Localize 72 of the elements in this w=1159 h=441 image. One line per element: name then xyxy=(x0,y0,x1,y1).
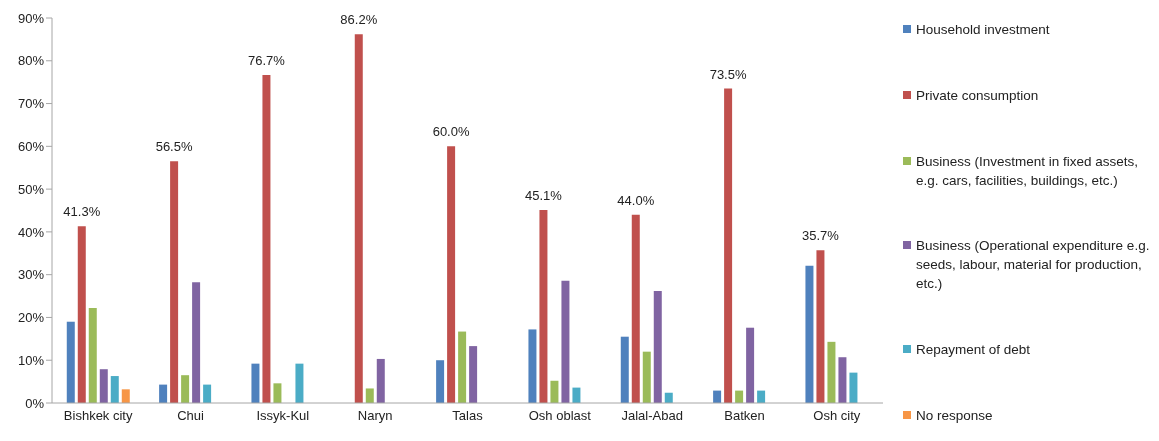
bar xyxy=(99,369,108,403)
bar xyxy=(110,376,119,403)
x-tick-label: Osh city xyxy=(813,408,861,424)
x-tick-label: Bishkek city xyxy=(63,408,133,424)
data-label: 45.1% xyxy=(525,188,563,204)
bar xyxy=(550,380,559,403)
x-tick-label: Osh oblast xyxy=(528,408,592,424)
bar xyxy=(251,363,260,403)
bar xyxy=(469,346,478,403)
y-tick-label: 40% xyxy=(17,224,45,240)
bar xyxy=(561,280,570,403)
y-tick-label: 70% xyxy=(17,96,45,112)
bar xyxy=(724,88,733,403)
bar xyxy=(159,384,168,403)
x-tick-label: Issyk-Kul xyxy=(256,408,310,424)
x-tick-label: Batken xyxy=(724,408,765,424)
bar xyxy=(458,331,467,403)
bar xyxy=(539,210,548,403)
legend-label: Business (Operational expenditure e.g. seeds, labour, material for production, etc.) xyxy=(916,237,1151,294)
y-tick-label: 10% xyxy=(17,352,45,368)
bar xyxy=(816,250,825,403)
bar xyxy=(827,341,836,403)
data-label: 35.7% xyxy=(802,228,840,244)
y-tick-label: 20% xyxy=(17,310,45,326)
x-tick-label: Jalal-Abad xyxy=(621,408,683,424)
y-tick-label: 50% xyxy=(17,181,45,197)
x-tick-label: Talas xyxy=(452,408,484,424)
legend-label: Business (Investment in fixed assets, e.g. cars, facilities, buildings, etc.) xyxy=(916,152,1140,190)
bar xyxy=(849,372,858,403)
data-label: 41.3% xyxy=(63,204,101,220)
legend-label: Repayment of debt xyxy=(916,341,1031,360)
data-label: 60.0% xyxy=(432,124,470,140)
data-label: 73.5% xyxy=(709,66,747,82)
bar xyxy=(203,384,212,403)
y-tick-label: 90% xyxy=(17,10,45,26)
bar xyxy=(192,282,201,403)
bar xyxy=(838,357,847,403)
legend-label: Private consumption xyxy=(916,86,1039,105)
bar xyxy=(642,351,651,403)
bar xyxy=(66,321,75,403)
legend-label: Household investment xyxy=(916,21,1050,39)
bar xyxy=(376,358,385,403)
bar xyxy=(273,383,282,403)
bar xyxy=(620,336,629,403)
x-tick-label: Chui xyxy=(177,408,204,424)
legend-label: No response xyxy=(916,407,993,425)
bar xyxy=(181,375,190,403)
y-tick-label: 30% xyxy=(17,267,45,283)
bar xyxy=(653,290,662,403)
bar xyxy=(77,226,86,403)
x-tick-label: Naryn xyxy=(357,408,393,424)
data-label: 76.7% xyxy=(248,52,286,68)
bar xyxy=(528,329,537,403)
bar xyxy=(436,360,445,403)
bar xyxy=(746,327,755,403)
bar xyxy=(88,308,97,403)
bar xyxy=(805,265,814,403)
bar xyxy=(354,34,363,403)
y-tick-label: 60% xyxy=(17,138,45,154)
bar xyxy=(631,214,640,403)
data-label: 86.2% xyxy=(340,12,378,28)
bar xyxy=(572,387,581,403)
bar xyxy=(170,161,179,403)
bar xyxy=(447,146,456,403)
y-tick-label: 0% xyxy=(25,395,45,411)
data-label: 44.0% xyxy=(617,192,655,208)
bar xyxy=(121,389,130,403)
y-tick-label: 80% xyxy=(17,53,45,69)
data-label: 56.5% xyxy=(155,139,193,155)
bar xyxy=(262,74,271,403)
bar xyxy=(295,363,304,403)
bar xyxy=(365,388,374,403)
